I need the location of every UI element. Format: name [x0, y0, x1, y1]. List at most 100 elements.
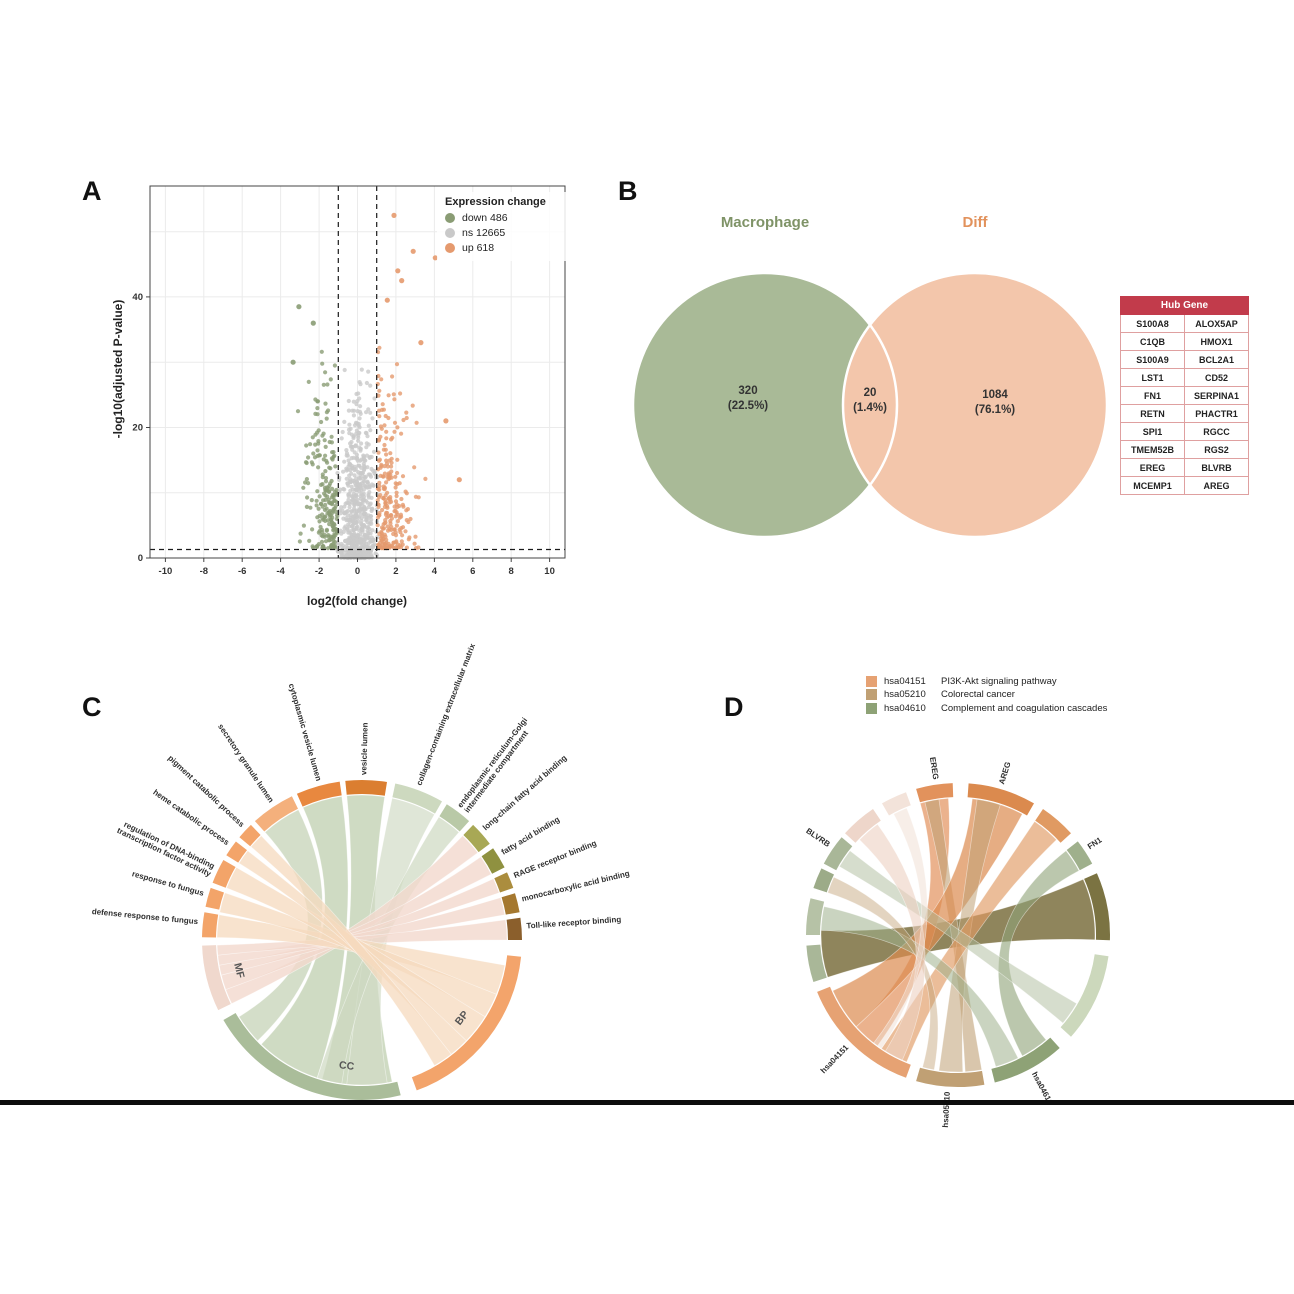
kegg-legend-entry: hsa04610 Complement and coagulation casca… — [866, 702, 1136, 714]
table-row: C1QB HMOX1 — [1120, 332, 1249, 351]
venn-left-count-pct: (22.5%) — [727, 399, 769, 412]
chord-ribbons — [820, 797, 1096, 1073]
svg-text:secretory granule lumen: secretory granule lumen — [216, 722, 275, 804]
svg-text:4: 4 — [432, 566, 438, 577]
volcano-legend-entry-label: ns 12665 — [462, 227, 506, 239]
volcano-threshold-lines — [150, 186, 565, 558]
gene-cell: CD52 — [1184, 368, 1249, 387]
gene-cell: S100A8 — [1120, 314, 1185, 333]
hub-gene-header: Hub Gene — [1120, 296, 1249, 315]
legend-swatch-icon — [866, 676, 877, 687]
svg-text:2: 2 — [393, 566, 398, 577]
svg-text:FN1: FN1 — [1086, 835, 1104, 851]
volcano-legend-entry: down 486 — [445, 212, 573, 224]
svg-text:response to fungus: response to fungus — [131, 869, 205, 898]
svg-text:fatty acid binding: fatty acid binding — [500, 815, 561, 857]
legend-dot-icon — [445, 228, 455, 238]
gene-cell: MCEMP1 — [1120, 476, 1185, 495]
svg-text:CC: CC — [338, 1059, 355, 1073]
volcano-plot: -10 -8 -6 -4 -2 0 2 4 6 8 10 0 20 40 — [132, 185, 566, 577]
gene-cell: ALOX5AP — [1184, 314, 1249, 333]
volcano-y-axis-label: -log10(adjusted P-value) — [111, 299, 125, 439]
volcano-legend-entry-label: up 618 — [462, 242, 495, 254]
table-row: TMEM52B RGS2 — [1120, 440, 1249, 459]
gene-cell: AREG — [1184, 476, 1249, 495]
pathway-code: hsa04151 — [884, 676, 926, 687]
gene-cell: S100A9 — [1120, 350, 1185, 369]
kegg-legend-entry: hsa05210 Colorectal cancer — [866, 689, 1136, 701]
legend-dot-icon — [445, 213, 455, 223]
gene-cell: EREG — [1120, 458, 1185, 477]
gene-cell: BCL2A1 — [1184, 350, 1249, 369]
venn-right-count-pct: (76.1%) — [974, 403, 1016, 416]
volcano-legend-entry: up 618 — [445, 242, 573, 254]
svg-text:AREG: AREG — [997, 761, 1012, 786]
svg-text:EREG: EREG — [928, 756, 940, 780]
gene-cell: SERPINA1 — [1184, 386, 1249, 405]
volcano-x-axis-label: log2(fold change) — [307, 594, 407, 608]
gene-cell: PHACTR1 — [1184, 404, 1249, 423]
svg-text:10: 10 — [544, 566, 555, 577]
chord-sectors — [806, 783, 1110, 1088]
pathway-name: Colorectal cancer — [941, 689, 1015, 701]
table-row: S100A9 BCL2A1 — [1120, 350, 1249, 369]
venn-diagram — [631, 271, 1109, 539]
svg-text:8: 8 — [509, 566, 514, 577]
svg-text:40: 40 — [132, 292, 143, 303]
volcano-legend-entry: ns 12665 — [445, 227, 573, 239]
gene-cell: BLVRB — [1184, 458, 1249, 477]
panel-b-label: B — [618, 176, 638, 206]
bottom-divider-line — [0, 1100, 1294, 1105]
svg-text:0: 0 — [355, 566, 360, 577]
pathway-code: hsa05210 — [884, 689, 926, 701]
gene-cell: RGCC — [1184, 422, 1249, 441]
gene-cell: RETN — [1120, 404, 1185, 423]
venn-right-set-title: Diff — [962, 214, 988, 231]
svg-text:collagen-containing extracellu: collagen-containing extracellular matrix — [415, 642, 478, 787]
svg-text:hsa04151: hsa04151 — [819, 1043, 851, 1076]
svg-text:endoplasmic reticulum-Golgiint: endoplasmic reticulum-Golgiintermediate … — [456, 716, 536, 815]
gene-cell: FN1 — [1120, 386, 1185, 405]
svg-text:vesicle lumen: vesicle lumen — [359, 722, 369, 775]
table-row: FN1 SERPINA1 — [1120, 386, 1249, 405]
hub-gene-table: Hub Gene S100A8 ALOX5AP C1QB HMOX1 S100A9 BCL2… — [1120, 296, 1249, 495]
table-row: SPI1 RGCC — [1120, 422, 1249, 441]
legend-swatch-icon — [866, 702, 877, 714]
table-row: S100A8 ALOX5AP — [1120, 314, 1249, 333]
svg-text:BLVRB: BLVRB — [804, 826, 832, 849]
table-header-row: Hub Gene — [1120, 296, 1249, 315]
table-row: MCEMP1 AREG — [1120, 476, 1249, 495]
kegg-pathway-legend: hsa04151 PI3K-Akt signaling pathway hsa052… — [866, 676, 1136, 716]
chord-sectors — [202, 780, 522, 1100]
svg-text:-8: -8 — [200, 566, 208, 577]
volcano-legend: Expression change down 486 ns 12665 up 618 — [437, 192, 581, 261]
svg-text:-10: -10 — [159, 566, 173, 577]
svg-text:0: 0 — [138, 553, 143, 564]
gene-cell: RGS2 — [1184, 440, 1249, 459]
gene-cell: LST1 — [1120, 368, 1185, 387]
svg-text:MF: MF — [231, 962, 246, 980]
volcano-legend-entry-label: down 486 — [462, 212, 508, 224]
gene-cell: HMOX1 — [1184, 332, 1249, 351]
svg-text:-6: -6 — [238, 566, 246, 577]
venn-left-count: 320 (22.5%) — [688, 384, 808, 414]
table-row: RETN PHACTR1 — [1120, 404, 1249, 423]
svg-text:monocarboxylic acid binding: monocarboxylic acid binding — [521, 869, 631, 904]
chord-ribbons — [216, 794, 508, 1086]
svg-text:-2: -2 — [315, 566, 323, 577]
venn-left-set-title: Macrophage — [720, 214, 810, 231]
venn-right-count: 1084 (76.1%) — [935, 388, 1055, 418]
venn-overlap-count-pct: (1.4%) — [853, 401, 887, 414]
volcano-axis-ticks: -10 -8 -6 -4 -2 0 2 4 6 8 10 0 20 40 — [132, 292, 554, 577]
pathway-name: Complement and coagulation cascades — [941, 702, 1108, 714]
svg-text:Toll-like receptor binding: Toll-like receptor binding — [526, 915, 621, 931]
panel-d-label: D — [724, 692, 744, 722]
gene-cell: C1QB — [1120, 332, 1185, 351]
volcano-legend-title: Expression change — [445, 196, 546, 208]
gene-cell: SPI1 — [1120, 422, 1185, 441]
svg-text:hsa05210: hsa05210 — [941, 1091, 952, 1128]
venn-left-count-value: 320 — [738, 385, 758, 397]
